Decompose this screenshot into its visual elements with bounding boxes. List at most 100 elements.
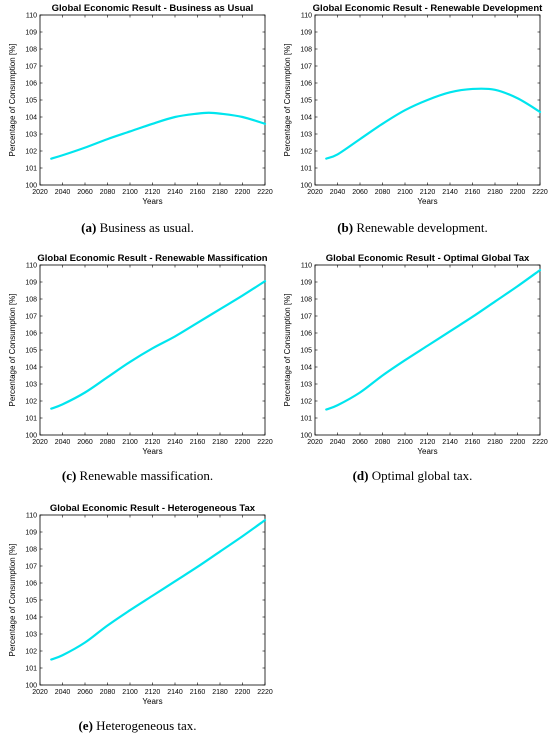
y-tick-label: 106	[300, 81, 312, 88]
y-tick-label: 101	[25, 166, 37, 173]
y-tick-label: 107	[25, 64, 37, 71]
y-tick-label: 110	[26, 13, 37, 20]
x-tick-label: 2060	[77, 689, 93, 696]
x-tick-label: 2200	[235, 439, 251, 446]
y-tick-label: 104	[300, 365, 312, 372]
caption-label: (a)	[81, 220, 97, 235]
y-axis-label: Percentage of Consumption [%]	[8, 44, 17, 157]
x-tick-label: 2140	[442, 189, 458, 196]
y-tick-label: 103	[25, 632, 37, 639]
panel-b: Global Economic Result - Renewable Devel…	[275, 0, 550, 245]
series-line	[50, 280, 267, 410]
series-line	[325, 87, 542, 160]
x-tick-label: 2080	[100, 439, 116, 446]
x-tick-label: 2200	[510, 189, 526, 196]
caption-text: Business as usual.	[96, 220, 194, 235]
caption-text: Heterogeneous tax.	[92, 718, 197, 733]
caption-d: (d) Optimal global tax.	[275, 468, 550, 484]
x-tick-label: 2180	[487, 189, 503, 196]
y-tick-label: 109	[25, 530, 37, 537]
series-line	[50, 519, 267, 661]
x-axis-label: Years	[142, 697, 162, 706]
x-tick-label: 2220	[532, 439, 548, 446]
y-tick-label: 108	[300, 47, 312, 54]
y-tick-label: 103	[25, 382, 37, 389]
x-tick-label: 2020	[32, 439, 48, 446]
y-tick-label: 105	[25, 98, 37, 105]
x-tick-label: 2220	[257, 439, 273, 446]
y-tick-label: 102	[25, 399, 37, 406]
x-tick-label: 2220	[257, 689, 273, 696]
y-tick-label: 103	[300, 382, 312, 389]
caption-text: Renewable development.	[353, 220, 488, 235]
x-tick-label: 2160	[190, 189, 206, 196]
x-tick-label: 2200	[235, 689, 251, 696]
x-tick-label: 2060	[352, 439, 368, 446]
chart-renewable-development: Global Economic Result - Renewable Devel…	[283, 3, 548, 206]
y-axis-label: Percentage of Consumption [%]	[8, 294, 17, 407]
x-tick-label: 2020	[32, 189, 48, 196]
caption-e: (e) Heterogeneous tax.	[0, 718, 275, 734]
y-tick-label: 104	[300, 115, 312, 122]
x-tick-label: 2040	[55, 189, 71, 196]
plot-frame	[39, 14, 266, 186]
x-tick-label: 2160	[190, 439, 206, 446]
panel-d: Global Economic Result - Optimal Global …	[275, 250, 550, 495]
x-tick-label: 2120	[145, 439, 161, 446]
y-tick-label: 100	[25, 433, 37, 440]
x-tick-label: 2040	[330, 439, 346, 446]
x-axis-label: Years	[417, 447, 437, 456]
x-tick-label: 2020	[32, 689, 48, 696]
y-tick-label: 106	[25, 581, 37, 588]
x-tick-label: 2020	[307, 189, 323, 196]
chart-business-as-usual: Global Economic Result - Business as Usu…	[8, 3, 273, 206]
x-tick-label: 2080	[100, 689, 116, 696]
y-tick-label: 103	[300, 132, 312, 139]
y-tick-label: 107	[25, 314, 37, 321]
series-line	[50, 111, 267, 160]
x-axis-label: Years	[417, 197, 437, 206]
y-tick-label: 110	[26, 263, 37, 270]
caption-c: (c) Renewable massification.	[0, 468, 275, 484]
y-tick-label: 100	[25, 183, 37, 190]
chart-title: Global Economic Result - Optimal Global …	[326, 253, 530, 264]
y-tick-label: 107	[25, 564, 37, 571]
x-tick-label: 2060	[352, 189, 368, 196]
x-tick-label: 2160	[190, 689, 206, 696]
x-tick-label: 2020	[307, 439, 323, 446]
caption-text: Optimal global tax.	[368, 468, 473, 483]
y-tick-label: 101	[25, 666, 37, 673]
y-tick-label: 109	[25, 280, 37, 287]
plot-frame	[39, 514, 266, 686]
panel-c: Global Economic Result - Renewable Massi…	[0, 250, 275, 495]
x-tick-label: 2060	[77, 189, 93, 196]
y-axis-label: Percentage of Consumption [%]	[8, 544, 17, 657]
y-tick-label: 110	[26, 513, 37, 520]
y-axis-label: Percentage of Consumption [%]	[283, 44, 292, 157]
y-tick-label: 110	[301, 13, 312, 20]
x-tick-label: 2100	[122, 439, 138, 446]
x-tick-label: 2120	[145, 689, 161, 696]
chart-optimal-global-tax: Global Economic Result - Optimal Global …	[283, 253, 548, 456]
x-axis-label: Years	[142, 197, 162, 206]
x-tick-label: 2080	[375, 189, 391, 196]
chart-renewable-massification: Global Economic Result - Renewable Massi…	[8, 253, 273, 456]
y-tick-label: 106	[25, 81, 37, 88]
y-tick-label: 109	[300, 30, 312, 37]
y-tick-label: 108	[25, 297, 37, 304]
chart-title: Global Economic Result - Heterogeneous T…	[50, 503, 256, 514]
x-tick-label: 2180	[212, 189, 228, 196]
series-line	[325, 269, 542, 411]
y-tick-label: 105	[25, 598, 37, 605]
y-axis-label: Percentage of Consumption [%]	[283, 294, 292, 407]
panel-a: Global Economic Result - Business as Usu…	[0, 0, 275, 245]
x-tick-label: 2080	[375, 439, 391, 446]
x-tick-label: 2160	[465, 439, 481, 446]
caption-a: (a) Business as usual.	[0, 220, 275, 236]
x-tick-label: 2100	[122, 689, 138, 696]
y-tick-label: 110	[301, 263, 312, 270]
x-tick-label: 2100	[122, 189, 138, 196]
y-tick-label: 101	[300, 166, 312, 173]
caption-label: (d)	[352, 468, 369, 483]
x-tick-label: 2140	[167, 689, 183, 696]
